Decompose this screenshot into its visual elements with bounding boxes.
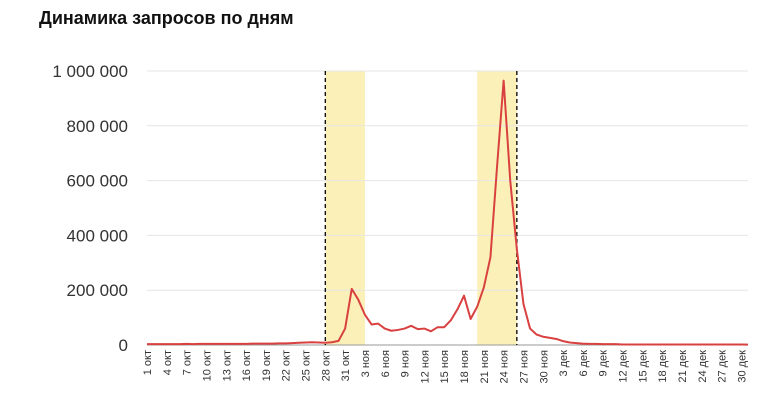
x-tick-label: 6 дек (578, 350, 590, 377)
x-tick-label: 12 ноя (419, 350, 431, 383)
x-tick-label: 22 окт (281, 350, 293, 381)
x-tick-label: 18 ноя (459, 350, 471, 383)
y-tick-label: 0 (119, 336, 128, 355)
x-tick-label: 12 дек (618, 350, 630, 383)
y-tick-label: 400 000 (67, 226, 128, 245)
x-tick-label: 1 окт (142, 350, 154, 375)
x-tick-label: 16 окт (241, 350, 253, 381)
x-tick-label: 24 ноя (499, 350, 511, 383)
x-tick-label: 30 дек (736, 350, 748, 383)
chart-title: Динамика запросов по дням (39, 8, 294, 28)
x-tick-label: 19 окт (261, 350, 273, 381)
requests-series-line (147, 79, 749, 346)
x-tick-label: 25 окт (301, 350, 313, 381)
y-tick-label: 600 000 (67, 172, 128, 191)
x-tick-label: 30 ноя (538, 350, 550, 383)
x-tick-label: 27 ноя (518, 350, 530, 383)
x-tick-label: 4 окт (162, 350, 174, 375)
x-tick-label: 9 дек (598, 350, 610, 377)
x-tick-label: 7 окт (182, 350, 194, 375)
x-tick-label: 27 дек (717, 350, 729, 383)
highlight-band (477, 71, 517, 345)
x-tick-label: 18 дек (657, 350, 669, 383)
highlight-band (325, 71, 365, 345)
x-tick-label: 3 дек (558, 350, 570, 377)
x-tick-label: 28 окт (320, 350, 332, 381)
x-tick-label: 15 дек (637, 350, 649, 383)
x-tick-label: 13 окт (221, 350, 233, 381)
x-tick-label: 31 окт (340, 350, 352, 381)
x-tick-label: 10 окт (201, 350, 213, 381)
y-tick-label: 800 000 (67, 117, 128, 136)
x-tick-label: 21 дек (677, 350, 689, 383)
x-tick-label: 15 ноя (439, 350, 451, 383)
x-tick-label: 9 ноя (400, 350, 412, 377)
x-tick-label: 24 дек (697, 350, 709, 383)
x-tick-label: 21 ноя (479, 350, 491, 383)
x-tick-label: 3 ноя (360, 350, 372, 377)
y-tick-label: 200 000 (67, 281, 128, 300)
x-tick-label: 6 ноя (380, 350, 392, 377)
y-tick-label: 1 000 000 (52, 62, 128, 81)
